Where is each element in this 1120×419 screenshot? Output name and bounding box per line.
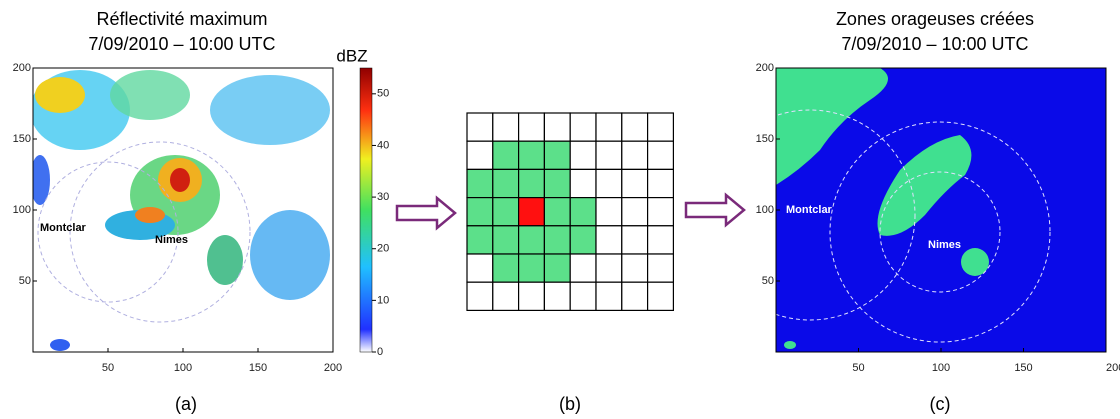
y-tick-label: 150 bbox=[756, 133, 774, 145]
grid-cell bbox=[622, 169, 648, 197]
colorbar bbox=[360, 68, 372, 352]
y-tick-label: 200 bbox=[756, 62, 774, 74]
grid-cell bbox=[544, 169, 570, 197]
grid-cell bbox=[493, 226, 519, 254]
arrow bbox=[397, 198, 455, 228]
panel-title: Réflectivité maximum bbox=[96, 9, 267, 29]
grid-cell bbox=[622, 282, 648, 310]
grid-cell bbox=[544, 282, 570, 310]
panel-title: Zones orageuses créées bbox=[836, 9, 1034, 29]
grid-cell bbox=[596, 226, 622, 254]
y-tick-label: 50 bbox=[762, 275, 774, 287]
grid-cell bbox=[519, 282, 545, 310]
place-label: Montclar bbox=[40, 222, 87, 234]
grid-cell bbox=[596, 141, 622, 169]
grid-cell bbox=[648, 169, 674, 197]
colorbar-tick-label: 30 bbox=[377, 191, 389, 203]
colorbar-tick-label: 20 bbox=[377, 243, 389, 255]
grid-cell bbox=[622, 254, 648, 282]
grid-cell bbox=[519, 226, 545, 254]
radar-map bbox=[30, 68, 333, 352]
cell-grid bbox=[467, 113, 673, 310]
grid-cell bbox=[467, 254, 493, 282]
panel-label: (c) bbox=[930, 394, 951, 414]
x-tick-label: 50 bbox=[102, 362, 114, 374]
y-tick-label: 100 bbox=[756, 204, 774, 216]
place-label: Montclar bbox=[786, 204, 833, 216]
grid-cell bbox=[596, 169, 622, 197]
grid-cell bbox=[570, 198, 596, 226]
y-tick-label: 100 bbox=[13, 204, 31, 216]
grid-cell bbox=[570, 141, 596, 169]
grid-cell bbox=[648, 198, 674, 226]
colorbar-tick-label: 10 bbox=[377, 294, 389, 306]
place-label: Nimes bbox=[155, 234, 188, 246]
x-tick-label: 100 bbox=[174, 362, 192, 374]
place-label: Nimes bbox=[928, 239, 961, 251]
grid-cell bbox=[493, 254, 519, 282]
grid-cell bbox=[570, 254, 596, 282]
colorbar-tick-label: 40 bbox=[377, 139, 389, 151]
grid-cell bbox=[648, 226, 674, 254]
panel-label: (a) bbox=[175, 394, 197, 414]
figure: Réflectivité maximum 7/09/2010 – 10:00 U… bbox=[0, 0, 1120, 419]
grid-cell bbox=[648, 254, 674, 282]
grid-cell bbox=[622, 198, 648, 226]
grid-cell bbox=[493, 282, 519, 310]
grid-cell bbox=[544, 254, 570, 282]
grid-cell bbox=[467, 282, 493, 310]
colorbar-label: dBZ bbox=[336, 46, 367, 65]
colorbar-tick-label: 0 bbox=[377, 346, 383, 358]
grid-cell bbox=[622, 141, 648, 169]
grid-cell bbox=[467, 113, 493, 141]
grid-cell bbox=[467, 198, 493, 226]
grid-cell bbox=[596, 113, 622, 141]
grid-cell bbox=[467, 141, 493, 169]
x-tick-label: 200 bbox=[324, 362, 342, 374]
grid-cell bbox=[544, 198, 570, 226]
grid-cell bbox=[493, 113, 519, 141]
x-tick-label: 100 bbox=[932, 362, 950, 374]
grid-cell bbox=[519, 141, 545, 169]
grid-cell bbox=[570, 282, 596, 310]
colorbar-tick-label: 50 bbox=[377, 88, 389, 100]
panel-label: (b) bbox=[559, 394, 581, 414]
grid-cell bbox=[493, 169, 519, 197]
grid-cell bbox=[622, 113, 648, 141]
grid-cell bbox=[596, 282, 622, 310]
grid-cell bbox=[544, 113, 570, 141]
grid-cell bbox=[570, 113, 596, 141]
y-tick-label: 50 bbox=[19, 275, 31, 287]
x-tick-label: 50 bbox=[852, 362, 864, 374]
grid-cell bbox=[596, 198, 622, 226]
grid-cell bbox=[648, 113, 674, 141]
panel-title: 7/09/2010 – 10:00 UTC bbox=[88, 34, 275, 54]
x-tick-label: 150 bbox=[1014, 362, 1032, 374]
arrow bbox=[686, 195, 744, 225]
grid-cell bbox=[570, 226, 596, 254]
x-tick-label: 150 bbox=[249, 362, 267, 374]
x-tick-label: 200 bbox=[1106, 362, 1120, 374]
grid-cell bbox=[622, 226, 648, 254]
grid-cell bbox=[493, 141, 519, 169]
panel-title: 7/09/2010 – 10:00 UTC bbox=[841, 34, 1028, 54]
grid-cell bbox=[519, 198, 545, 226]
grid-cell bbox=[519, 169, 545, 197]
grid-cell bbox=[648, 141, 674, 169]
grid-cell bbox=[493, 198, 519, 226]
grid-cell bbox=[467, 169, 493, 197]
y-tick-label: 200 bbox=[13, 62, 31, 74]
grid-cell bbox=[570, 169, 596, 197]
grid-cell bbox=[648, 282, 674, 310]
grid-cell bbox=[544, 226, 570, 254]
grid-cell bbox=[596, 254, 622, 282]
grid-cell bbox=[544, 141, 570, 169]
grid-cell bbox=[519, 113, 545, 141]
y-tick-label: 150 bbox=[13, 133, 31, 145]
grid-cell bbox=[519, 254, 545, 282]
grid-cell bbox=[467, 226, 493, 254]
